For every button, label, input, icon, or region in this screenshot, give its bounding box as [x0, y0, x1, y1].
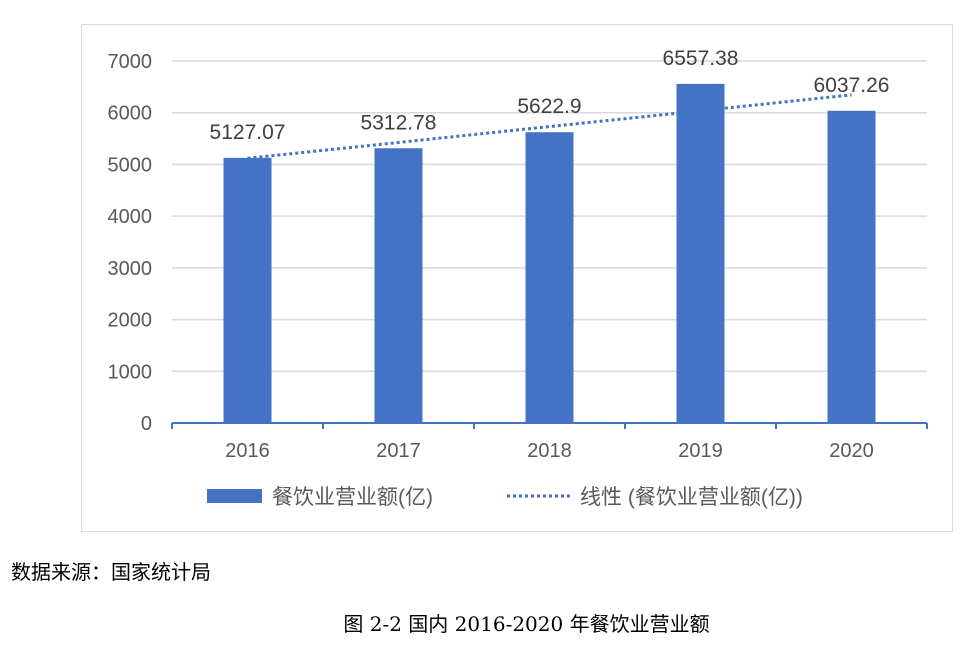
bars [223, 83, 876, 424]
x-tick-label: 2020 [829, 440, 874, 462]
x-tick-label: 2017 [376, 440, 421, 462]
y-tick-label: 6000 [108, 103, 153, 125]
y-tick-label: 3000 [108, 258, 153, 280]
legend-label-trendline: 线性 (餐饮业营业额(亿)) [580, 486, 803, 509]
y-tick-label: 5000 [108, 154, 153, 176]
legend-swatch-bar [207, 489, 262, 503]
bar-2017 [374, 148, 423, 424]
y-tick-label: 4000 [108, 206, 153, 228]
bar-2016 [223, 157, 272, 423]
trendline [247, 93, 852, 160]
legend: 餐饮业营业额(亿) 线性 (餐饮业营业额(亿)) [207, 486, 803, 509]
x-tick-label: 2016 [225, 440, 270, 462]
x-tick-label: 2019 [678, 440, 723, 462]
bar-2020 [827, 110, 876, 423]
data-label: 5312.78 [361, 111, 437, 134]
legend-label-bar: 餐饮业营业额(亿) [272, 486, 433, 509]
bar-2018 [525, 132, 574, 423]
bar-2019 [676, 83, 725, 424]
source-note: 数据来源：国家统计局 [11, 560, 211, 584]
data-label: 5622.9 [517, 95, 581, 118]
data-label: 6557.38 [663, 47, 739, 70]
figure-caption: 图 2-2 国内 2016-2020 年餐饮业营业额 [343, 612, 710, 636]
y-tick-label: 7000 [108, 51, 153, 73]
y-tick-label: 2000 [108, 310, 153, 332]
y-axis-tick-labels: 0 1000 2000 3000 4000 5000 6000 7000 [108, 51, 153, 435]
x-tick-label: 2018 [527, 440, 572, 462]
y-tick-label: 0 [141, 413, 152, 435]
data-labels: 5127.07 5312.78 5622.9 6557.38 6037.26 [210, 47, 890, 144]
data-label: 5127.07 [210, 121, 286, 144]
x-axis-tick-labels: 2016 2017 2018 2019 2020 [225, 440, 874, 462]
trendline-linear [247, 93, 852, 160]
x-axis [171, 422, 928, 429]
data-label: 6037.26 [814, 74, 890, 97]
y-tick-label: 1000 [108, 361, 153, 383]
